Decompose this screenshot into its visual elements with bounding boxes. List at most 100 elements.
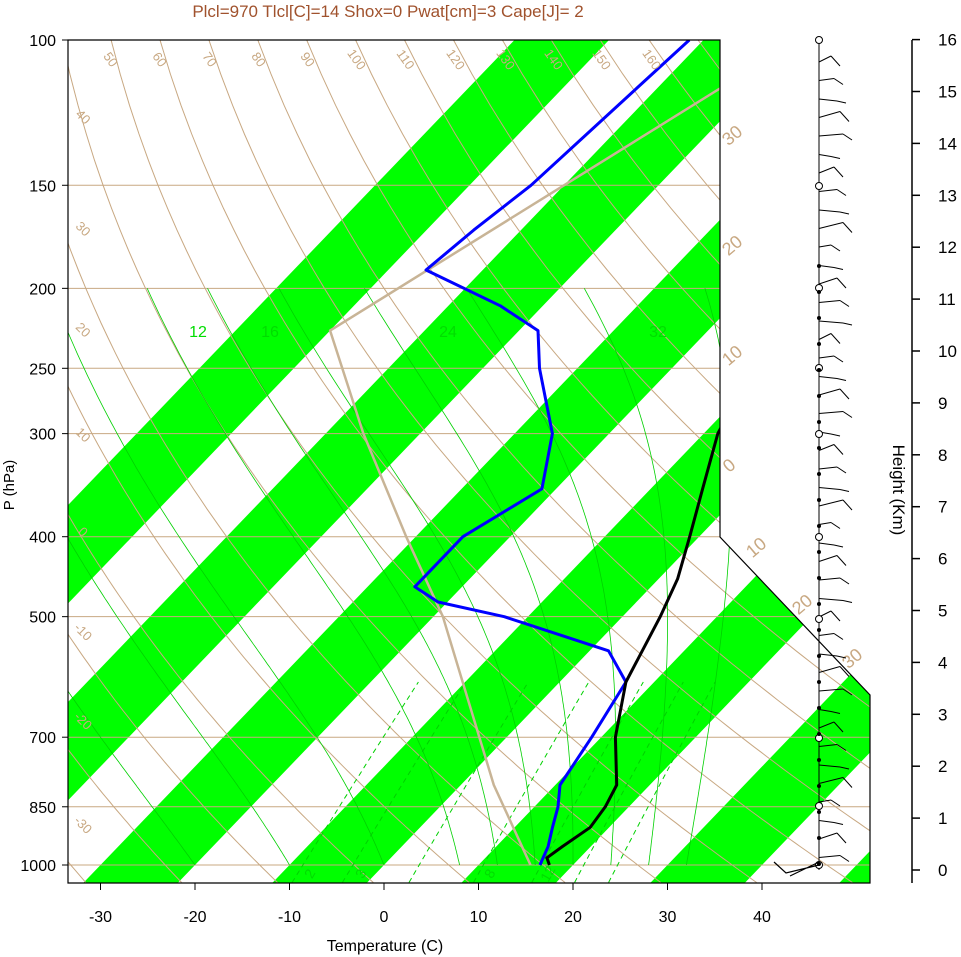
wind-station-marker (815, 430, 823, 438)
wind-barb-feather (842, 499, 853, 511)
wind-barb (818, 355, 835, 359)
wind-barb-feather (839, 111, 850, 122)
wind-barb-feather (839, 855, 850, 862)
wind-dot (817, 290, 821, 294)
x-tick-label: 0 (380, 909, 389, 926)
wind-barb (818, 542, 835, 546)
wind-barb-feather (839, 577, 850, 585)
moist-adiabat (278, 288, 536, 866)
wind-dot (817, 264, 821, 268)
wind-barb-feather (833, 721, 844, 733)
y-tick-label: 100 (29, 33, 56, 50)
moist-label: 0 (719, 455, 740, 477)
y-axis-label: P (hPa) (1, 460, 18, 511)
wind-dot (817, 524, 821, 528)
wind-barb (818, 244, 832, 248)
parcel-curve (328, 40, 799, 866)
x-tick-label: 30 (659, 909, 677, 926)
wind-barb-feather (833, 822, 844, 825)
mixing-ratio-line (291, 681, 419, 883)
y-tick-label: 850 (29, 800, 56, 817)
adiabat-label: 90 (297, 49, 318, 69)
x-tick-label: 20 (564, 909, 582, 926)
wind-barb-feather (836, 189, 847, 196)
wind-barb (818, 721, 835, 729)
wind-barb (818, 133, 844, 137)
y-tick-label: 250 (29, 361, 56, 378)
wind-barb (818, 111, 841, 118)
isotherm-label: 30 (73, 218, 94, 239)
dry-adiabat (68, 40, 566, 883)
wind-dot (817, 472, 821, 476)
adiabat-label: 60 (149, 49, 170, 69)
wind-dot (817, 680, 821, 684)
isotherm-label: 10 (73, 424, 94, 445)
y-tick-label: 200 (29, 281, 56, 298)
height-tick-label: 11 (938, 290, 956, 309)
wind-barb-feather (842, 688, 853, 696)
wind-dot (817, 342, 821, 346)
wind-barb (818, 265, 835, 268)
dry-adiabat (257, 40, 870, 883)
wind-barb (818, 388, 841, 396)
wind-dot (817, 654, 821, 658)
adiabat-label: 80 (248, 49, 269, 69)
y-tick-label: 500 (29, 610, 56, 627)
wind-barb (818, 499, 844, 507)
height-tick-label: 9 (938, 394, 947, 413)
dry-adiabat (208, 40, 870, 883)
wind-barb (818, 666, 841, 673)
wind-barb (818, 166, 835, 174)
wind-dot (817, 420, 821, 424)
wind-dot (817, 316, 821, 320)
dry-adiabat (404, 40, 870, 883)
dry-adiabat (355, 40, 870, 883)
wind-dot (817, 628, 821, 632)
height-tick-label: 6 (938, 550, 947, 569)
wind-barb-feather (836, 466, 847, 474)
wind-barb-feather (830, 799, 841, 807)
wind-barb-feather (833, 166, 844, 178)
isotherm-label: 40 (73, 106, 94, 127)
height-tick-label: 8 (938, 446, 947, 465)
wind-barb-feather (836, 744, 847, 751)
isotherm-band (68, 40, 835, 883)
dry-adiabat (110, 40, 757, 883)
wind-barb-feather (830, 433, 841, 437)
moist-adiabat (68, 288, 196, 866)
wind-barb (818, 653, 838, 657)
wind-barb (818, 376, 838, 379)
wind-barb (818, 222, 844, 229)
wind-station-marker (815, 615, 823, 623)
x-tick-label: 10 (470, 909, 488, 926)
isotherm-label: 20 (73, 319, 94, 340)
wind-barb-feather (833, 355, 844, 363)
mixing-ratio-line (341, 681, 467, 883)
adiabat-label: 100 (344, 46, 369, 72)
x-tick-label: 40 (753, 909, 771, 926)
wind-barb-feather (830, 522, 841, 529)
wind-dot (817, 810, 821, 814)
wind-barb (818, 598, 844, 601)
dry-adiabat (306, 40, 870, 883)
wind-barb (818, 466, 838, 470)
height-axis-label: Height (Km) (889, 445, 908, 536)
wind-barb (818, 709, 832, 712)
wind-barb (818, 189, 838, 192)
wind-barb-feather (833, 267, 844, 270)
wind-barb-feather (836, 832, 847, 844)
height-tick-label: 1 (938, 809, 947, 828)
wind-barb-feather (830, 711, 841, 714)
moist-label: 30 (718, 121, 746, 149)
moist-adiabat (146, 288, 460, 866)
isotherm-label: -10 (71, 620, 95, 644)
moist-label: 20 (718, 231, 746, 259)
wind-barb-feather (839, 766, 850, 770)
wind-dot (817, 394, 821, 398)
wind-barb-feather (833, 444, 844, 455)
wind-barb-feather (842, 600, 853, 603)
wind-station-marker (815, 533, 823, 541)
wind-barb (818, 633, 835, 636)
wind-barb (818, 832, 838, 840)
